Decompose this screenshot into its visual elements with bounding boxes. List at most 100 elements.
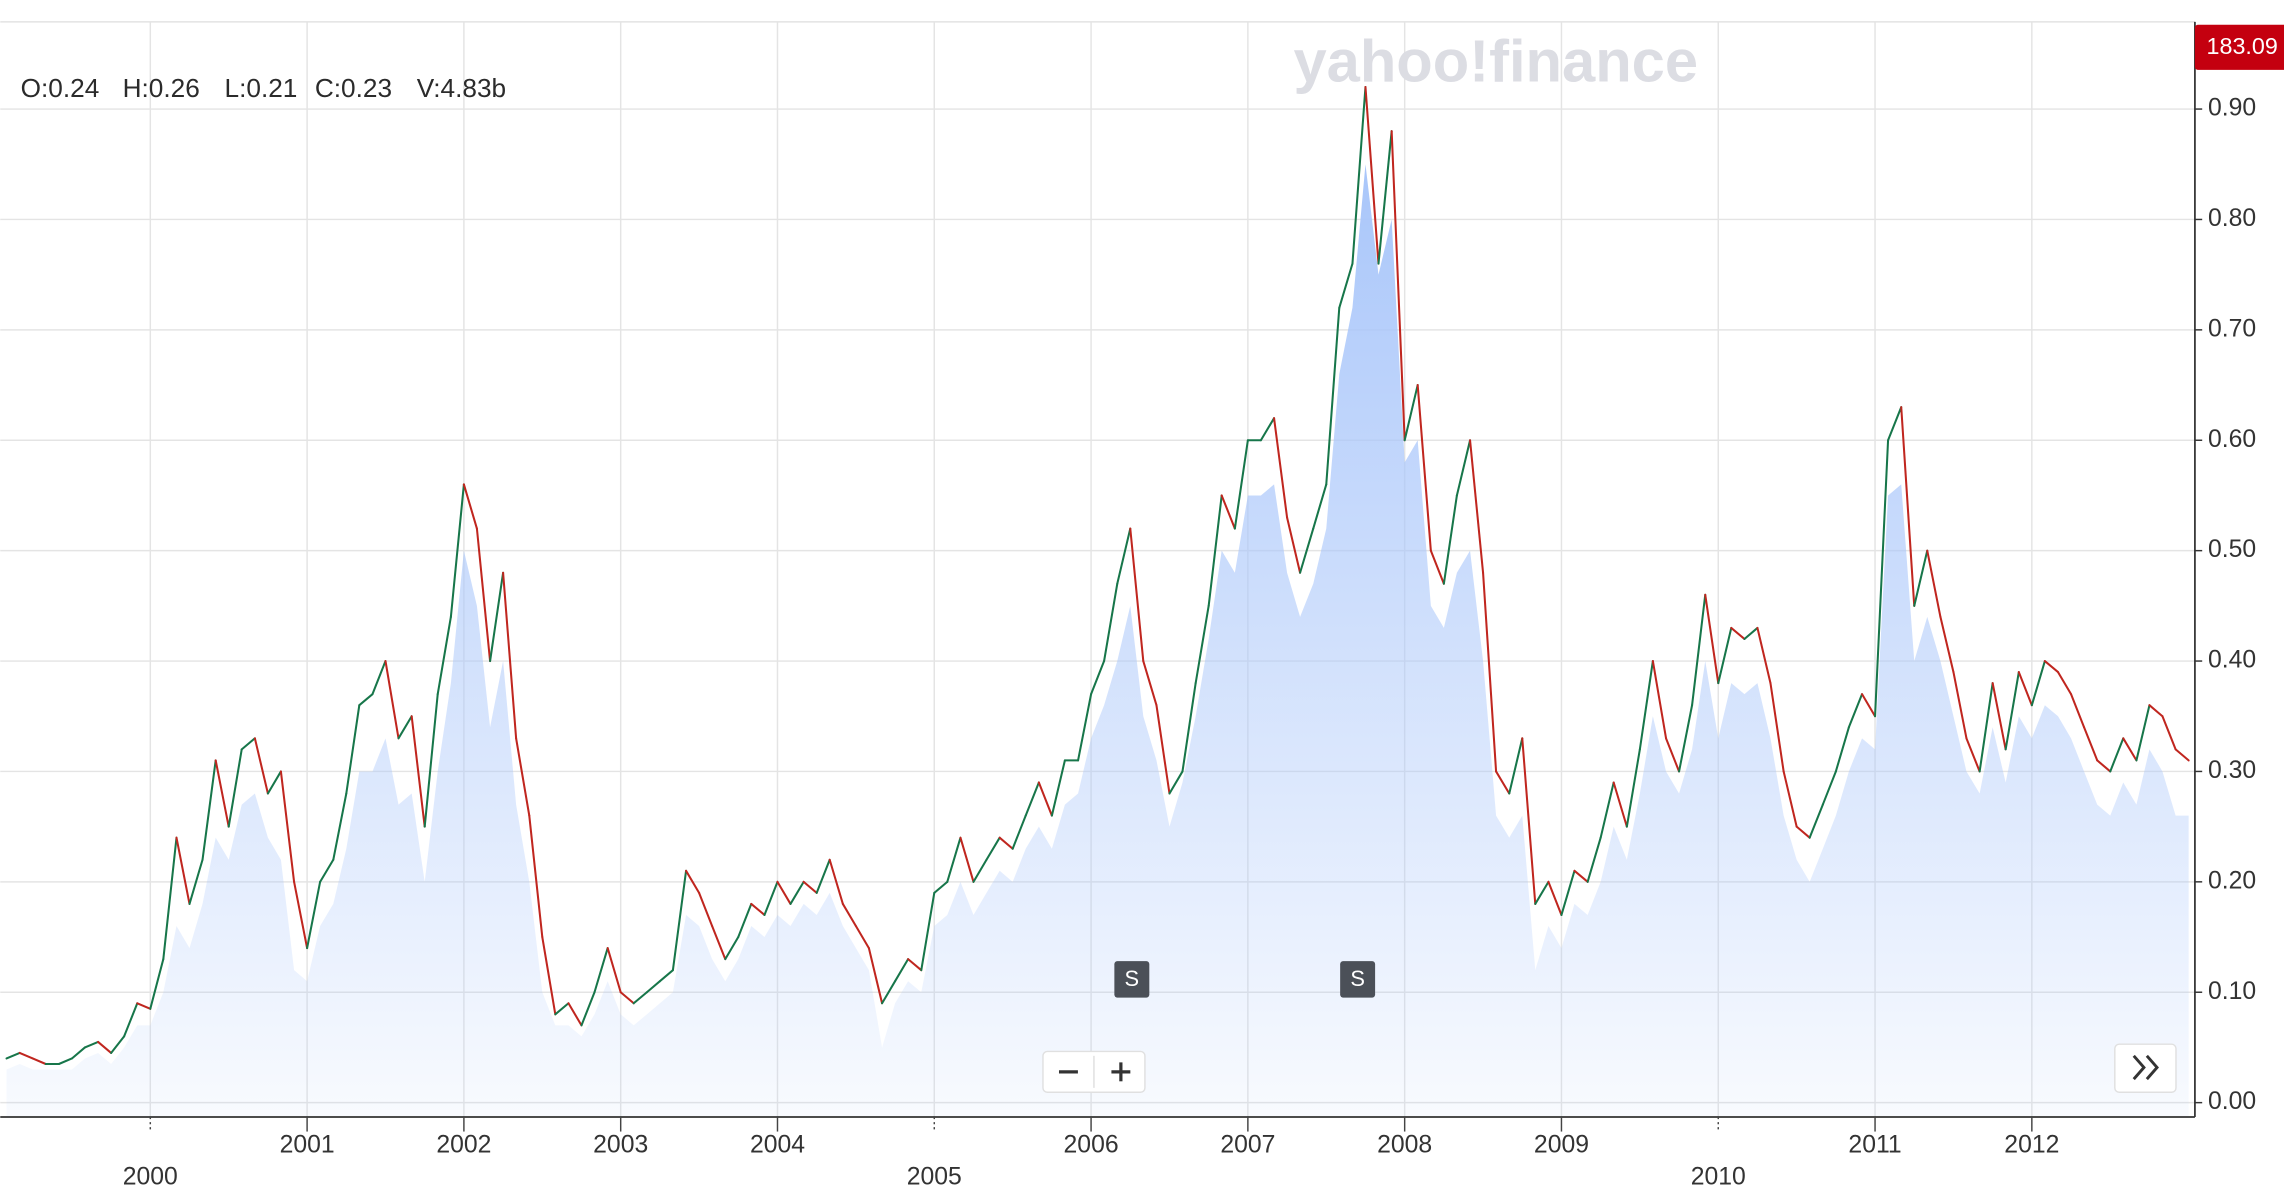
line-segment: [83, 1040, 100, 1049]
x-tick-label: 2006: [1064, 1132, 1119, 1159]
line-segment: [2122, 737, 2138, 762]
line-segment: [31, 1057, 47, 1066]
line-segment: [1338, 262, 1354, 309]
y-tick-label: 0.70: [2208, 315, 2256, 342]
x-tick-label: 2008: [1377, 1132, 1432, 1159]
zoom-controls[interactable]: [1042, 1050, 1146, 1093]
line-segment: [1521, 737, 1537, 905]
line-segment: [475, 527, 492, 663]
line-segment: [1586, 836, 1602, 883]
line-segment: [423, 693, 439, 828]
line-segment: [70, 1046, 86, 1060]
line-segment: [2096, 759, 2112, 773]
line-segment: [1534, 880, 1550, 905]
line-segment: [685, 869, 701, 894]
line-segment: [332, 792, 348, 861]
line-segment: [201, 759, 217, 861]
line-segment: [149, 958, 165, 1010]
line-segment: [1808, 803, 1824, 839]
line-segment: [502, 571, 518, 740]
line-segment: [1939, 615, 1955, 674]
line-segment: [1952, 671, 1968, 740]
line-segment: [1390, 130, 1406, 442]
line-segment: [1847, 693, 1864, 729]
line-segment: [802, 880, 818, 894]
line-segment: [462, 483, 478, 530]
line-segment: [1782, 770, 1798, 828]
line-segment: [18, 1051, 34, 1060]
line-segment: [1547, 880, 1563, 916]
x-tick-label: 2010: [1691, 1164, 1746, 1191]
line-segment: [1704, 593, 1720, 685]
line-segment: [1142, 660, 1158, 707]
line-segment: [2109, 737, 2125, 773]
price-tag: [2194, 24, 2284, 70]
event-marker: S: [1114, 961, 1150, 998]
line-segment: [1495, 770, 1511, 795]
line-segment: [1259, 417, 1276, 442]
x-tick-label: 2005: [907, 1164, 962, 1191]
line-segment: [1168, 770, 1184, 795]
x-tick-label: 2000: [123, 1164, 178, 1191]
line-segment: [1874, 439, 1890, 718]
line-segment: [1194, 604, 1210, 685]
line-segment: [1573, 869, 1589, 883]
x-tick-label: 2004: [750, 1132, 805, 1159]
line-segment: [1756, 626, 1772, 685]
line-segment: [541, 936, 557, 1016]
line-segment: [789, 880, 805, 905]
line-segment: [946, 836, 962, 883]
line-segment: [828, 858, 844, 905]
line-segment: [1638, 660, 1654, 751]
line-segment: [1103, 582, 1119, 663]
line-segment: [632, 991, 648, 1005]
zoom-in[interactable]: [1111, 1062, 1131, 1082]
line-segment: [1037, 781, 1053, 817]
y-tick-label: 0.90: [2208, 95, 2256, 122]
line-segment: [815, 858, 831, 894]
line-segment: [1181, 682, 1197, 773]
line-segment: [750, 902, 766, 916]
line-segment: [2004, 671, 2020, 751]
line-segment: [1090, 660, 1106, 696]
line-segment: [972, 858, 988, 883]
line-segment: [1482, 571, 1498, 773]
line-segment: [1861, 693, 1877, 718]
line-segment: [2174, 748, 2190, 762]
line-segment: [2057, 671, 2073, 696]
y-tick-label: 0.30: [2208, 757, 2256, 784]
line-segment: [567, 1002, 583, 1027]
line-segment: [188, 858, 204, 905]
event-box: [1114, 961, 1150, 998]
line-segment: [253, 737, 269, 795]
line-segment: [1913, 549, 1929, 607]
y-tick-label: 0.50: [2208, 536, 2256, 563]
scroll-right[interactable]: [2114, 1043, 2177, 1093]
line-segment: [841, 902, 857, 928]
line-segment: [345, 704, 361, 795]
x-tick-label: 2002: [436, 1132, 491, 1159]
line-segment: [123, 1002, 139, 1038]
line-segment: [1286, 516, 1302, 574]
line-segment: [580, 991, 596, 1027]
readout-item: L:0.21: [225, 73, 298, 103]
line-segment: [136, 1002, 152, 1010]
line-segment: [854, 924, 870, 950]
line-segment: [306, 880, 322, 950]
line-segment: [1965, 737, 1981, 773]
line-segment: [1233, 439, 1249, 530]
line-segment: [1429, 549, 1445, 585]
line-segment: [371, 660, 387, 696]
line-segment: [2043, 660, 2060, 674]
event-label: S: [1350, 966, 1365, 991]
line-segment: [1050, 759, 1066, 817]
line-segment: [2030, 660, 2046, 707]
line-segment: [894, 958, 910, 983]
line-segment: [985, 836, 1001, 861]
line-segment: [97, 1040, 113, 1054]
x-tick-label: 2012: [2004, 1132, 2059, 1159]
y-tick-label: 0.60: [2208, 426, 2256, 453]
line-segment: [266, 770, 282, 795]
line-segment: [1769, 682, 1785, 773]
